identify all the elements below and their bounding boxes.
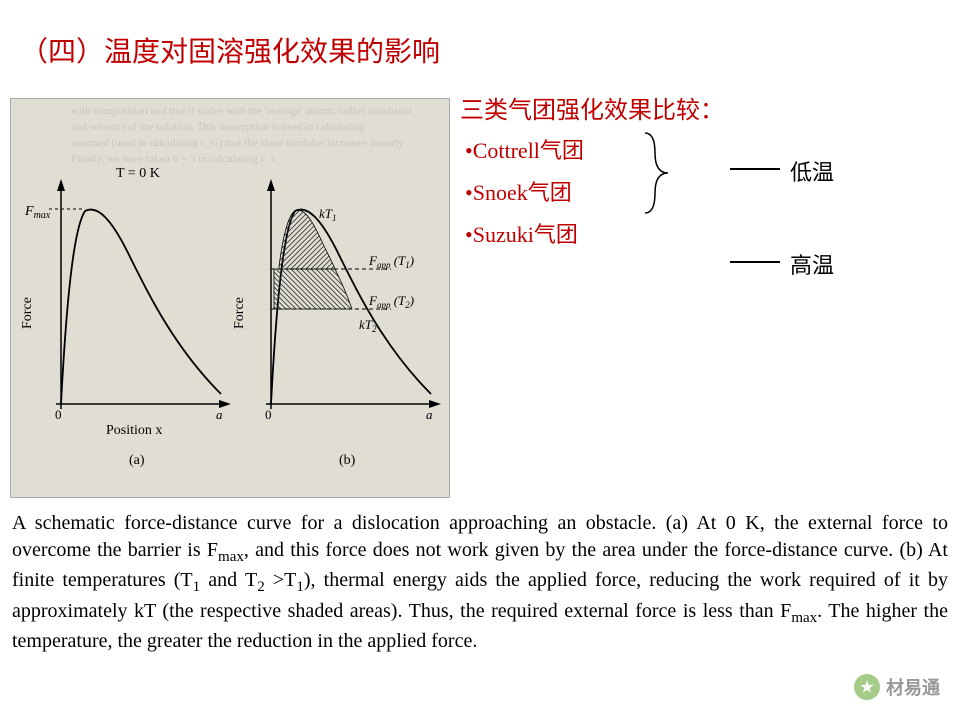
svg-text:0: 0	[55, 407, 62, 422]
figure-caption: A schematic force-distance curve for a d…	[12, 510, 948, 655]
svg-text:T = 0 K: T = 0 K	[116, 166, 160, 181]
svg-text:Force: Force	[20, 297, 35, 329]
page-title: （四）温度对固溶强化效果的影响	[20, 30, 440, 70]
svg-text:(b): (b)	[339, 453, 356, 468]
label-high-temp: 高温	[790, 248, 834, 280]
wechat-icon	[854, 674, 880, 700]
svg-text:Force: Force	[232, 297, 247, 329]
line-low	[730, 168, 780, 170]
subtitle: 三类气团强化效果比较：	[460, 90, 724, 125]
svg-text:kT1: kT1	[319, 206, 337, 223]
svg-text:a: a	[426, 407, 433, 422]
svg-text:(a): (a)	[129, 453, 145, 468]
brace-icon	[640, 128, 690, 218]
bullet-list: •Cottrell气团 •Snoek气团 •Suzuki气团	[465, 130, 584, 255]
svg-text:Fmax: Fmax	[24, 204, 51, 221]
graphs-svg: Force Position x Fmax 0 a (a) T = 0 K	[11, 99, 451, 499]
line-high	[730, 261, 780, 263]
svg-text:0: 0	[265, 407, 272, 422]
svg-text:Position x: Position x	[106, 423, 162, 438]
figure-area: with composition and that it scales with…	[10, 98, 450, 498]
svg-text:a: a	[216, 407, 223, 422]
label-low-temp: 低温	[790, 155, 834, 187]
svg-text:Fapp (T2): Fapp (T2)	[368, 293, 414, 310]
bullet-item: •Snoek气团	[465, 172, 584, 214]
svg-text:Fapp (T1): Fapp (T1)	[368, 253, 414, 270]
bullet-item: •Cottrell气团	[465, 130, 584, 172]
watermark: 材易通	[854, 674, 940, 700]
bullet-item: •Suzuki气团	[465, 214, 584, 256]
